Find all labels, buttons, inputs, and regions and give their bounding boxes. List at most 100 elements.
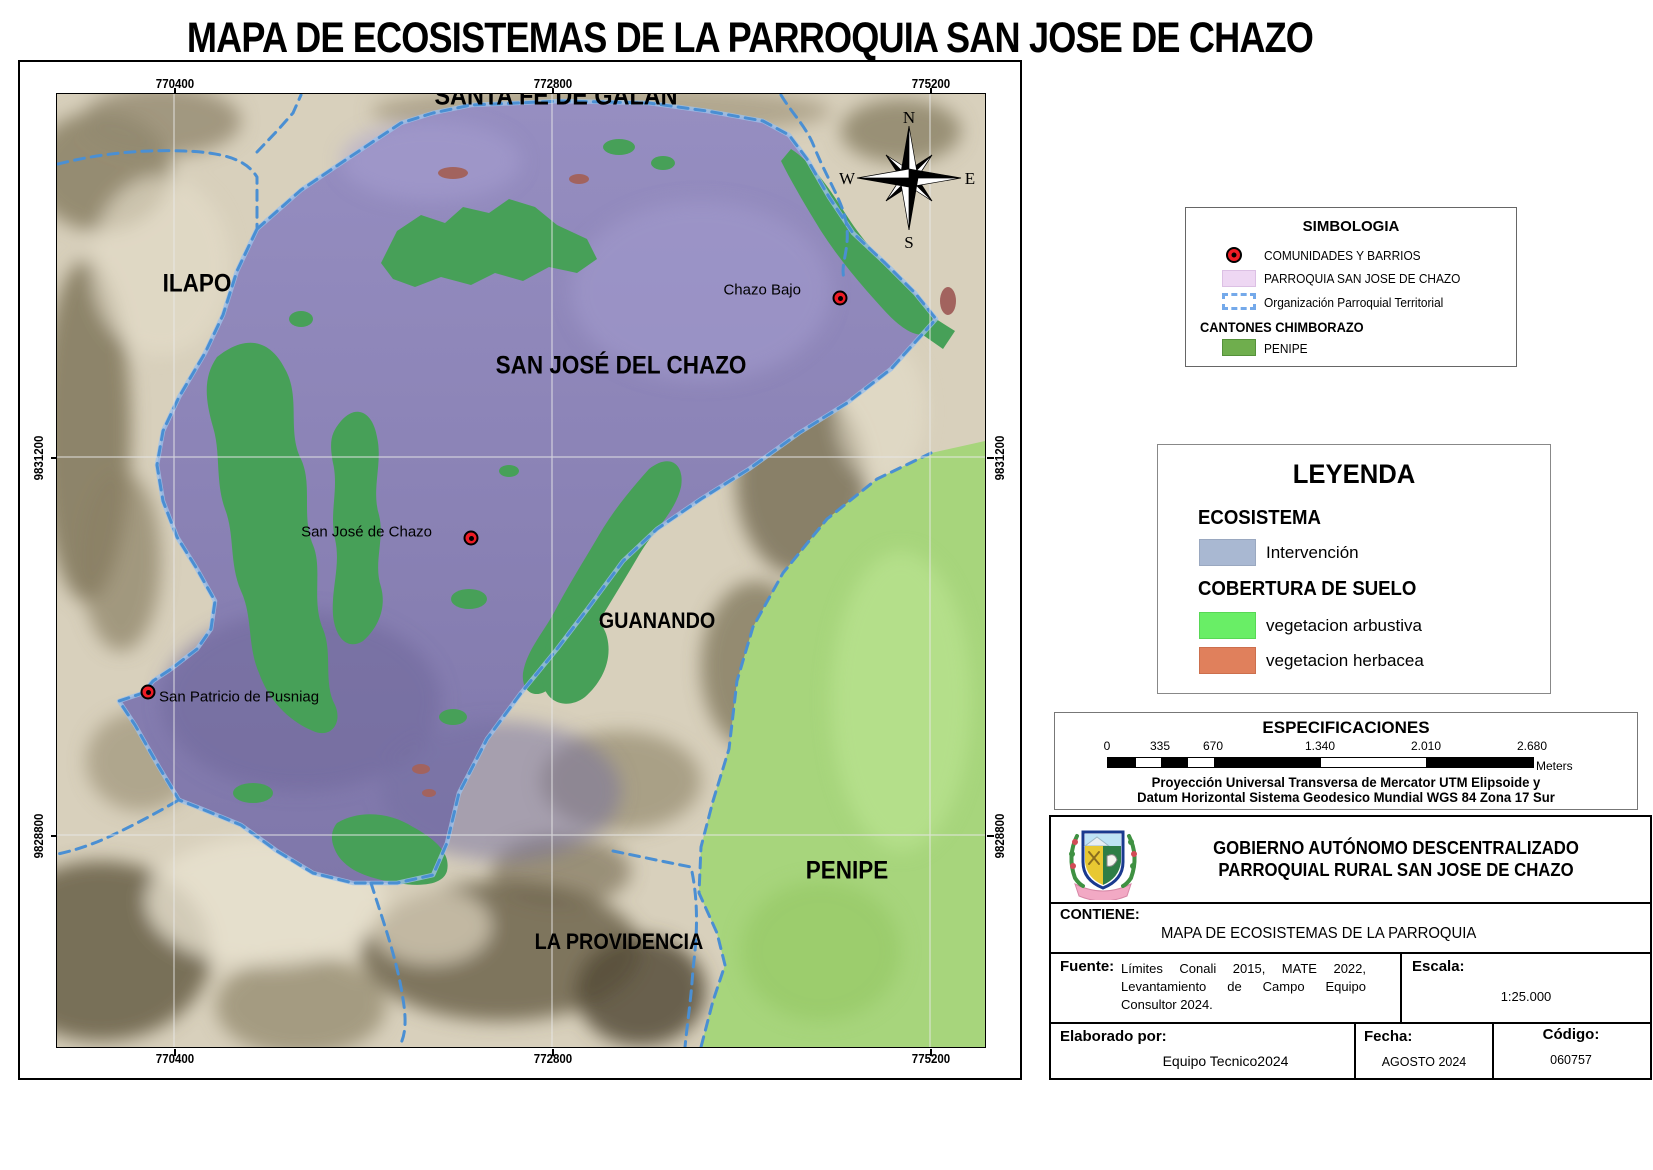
grid-tick [174,88,176,95]
scale-tick-label: 2.680 [1516,739,1548,753]
compass-n: N [903,108,915,127]
projection-line1: Proyección Universal Transversa de Merca… [1151,775,1541,790]
grid-tick [51,835,58,837]
divider [1051,1022,1650,1024]
x-coord-label: 770400 [155,1052,195,1066]
x-coord-label: 772800 [533,1052,573,1066]
cantones-heading: CANTONES CHIMBORAZO [1200,320,1364,335]
simbologia-item-label: Organización Parroquial Territorial [1264,296,1444,310]
map-canvas: N E S W SANTA FE DE GALÁN ILAPO SAN JOSÉ… [56,93,986,1048]
simbologia-item-label: PARROQUIA SAN JOSE DE CHAZO [1264,272,1461,286]
leyenda-panel: LEYENDA ECOSISTEMA Intervención COBERTUR… [1157,444,1551,694]
scale-tick-label: 0 [1103,739,1111,753]
region-label-san-jose: SAN JOSÉ DEL CHAZO [495,351,747,380]
region-label-penipe: PENIPE [805,856,889,885]
boundary-lines [57,94,939,1047]
fuente-value: Límites Conali 2015, MATE 2022, Levantam… [1121,961,1366,1012]
penipe-swatch-icon [1222,339,1256,356]
place-label-san-jose-de-chazo: San José de Chazo [301,523,432,541]
simbologia-panel: SIMBOLOGIA COMUNIDADES Y BARRIOS PARROQU… [1185,207,1517,367]
info-box: GOBIERNO AUTÓNOMO DESCENTRALIZADO PARROQ… [1049,815,1652,1080]
compass-e: E [965,169,975,188]
divider [1051,902,1650,904]
simbologia-item-label: COMUNIDADES Y BARRIOS [1264,249,1421,263]
grid-tick [987,835,994,837]
elaborado-label: Elaborado por: [1060,1028,1167,1045]
contiene-label: CONTIENE: [1060,907,1140,923]
grid-tick [552,88,554,95]
herbacea-swatch-icon [1199,647,1256,674]
intervencion-swatch-icon [1199,539,1256,566]
grid-tick [174,1049,176,1056]
leyenda-title: LEYENDA [1292,459,1416,489]
x-coord-label: 770400 [155,77,195,91]
parroquia-swatch-icon [1222,270,1256,287]
compass-s: S [904,233,913,252]
projection-line2: Datum Horizontal Sistema Geodesico Mundi… [1137,790,1555,805]
x-coord-label: 772800 [533,77,573,91]
hillshade [57,94,961,1047]
codigo-label: Código: [1542,1026,1600,1043]
place-label-san-patricio: San Patricio de Pusniag [159,688,320,706]
herbacea-label: vegetacion herbacea [1266,651,1424,670]
region-label-santa-fe: SANTA FE DE GALÁN [434,93,678,111]
divider [1492,1022,1494,1078]
grid-tick [51,457,58,459]
elaborado-value: Equipo Tecnico2024 [1162,1053,1289,1069]
scale-bar [1107,757,1534,768]
codigo-value: 060757 [1550,1053,1592,1067]
place-marker-san-patricio [140,684,156,700]
parish-shading [161,121,831,861]
divider [1354,1022,1356,1078]
region-label-la-providencia: LA PROVIDENCIA [534,929,704,954]
arbustiva-label: vegetacion arbustiva [1266,616,1422,635]
y-coord-label: 9828800 [993,813,1007,859]
place-marker-chazo-bajo [832,290,848,306]
fecha-label: Fecha: [1364,1028,1413,1045]
escala-value: 1:25.000 [1500,989,1552,1004]
organizacion-swatch-icon [1222,293,1256,310]
org-name: GOBIERNO AUTÓNOMO DESCENTRALIZADO PARROQ… [1168,837,1624,881]
cobertura-heading: COBERTURA DE SUELO [1198,578,1417,600]
grid-tick [987,457,994,459]
region-label-guanando: GUANANDO [598,608,716,633]
scale-tick-label: 2.010 [1410,739,1442,753]
intervencion-label: Intervención [1266,543,1359,562]
map-art: N E S W [57,94,985,1047]
org-name-line2: PARROQUIAL RURAL SAN JOSE DE CHAZO [1218,860,1574,880]
especificaciones-panel: ESPECIFICACIONES 0 335 670 1.340 2.010 2… [1054,712,1638,810]
place-label-chazo-bajo: Chazo Bajo [723,281,801,299]
contiene-value: MAPA DE ECOSISTEMAS DE LA PARROQUIA [1161,925,1477,942]
simbologia-title: SIMBOLOGIA [1302,218,1400,235]
divider [1400,952,1402,1022]
parish-crest-logo [1069,830,1137,900]
simbologia-item-label: PENIPE [1264,342,1308,356]
grid-tick [930,1049,932,1056]
communities-marker-icon [1226,247,1242,263]
compass-rose-icon: N E S W [839,108,975,252]
y-coord-label: 9831200 [993,435,1007,481]
scale-tick-label: 1.340 [1304,739,1336,753]
region-label-ilapo: ILAPO [162,269,232,298]
y-coord-label: 9828800 [32,813,46,859]
scale-tick-label: 670 [1202,739,1224,753]
divider [1051,952,1650,954]
graticule [57,94,985,1047]
scale-unit-label: Meters [1536,759,1573,773]
grid-tick [552,1049,554,1056]
herbacea-patches [412,167,956,797]
fecha-value: AGOSTO 2024 [1381,1055,1467,1069]
vegetation-patches [206,139,955,885]
org-name-line1: GOBIERNO AUTÓNOMO DESCENTRALIZADO [1213,838,1579,858]
place-marker-san-jose-de-chazo [463,530,479,546]
arbustiva-swatch-icon [1199,612,1256,639]
escala-label: Escala: [1412,958,1465,975]
especificaciones-title: ESPECIFICACIONES [1262,718,1430,737]
grid-tick [930,88,932,95]
compass-w: W [839,169,856,188]
fuente-label: Fuente: [1060,958,1115,975]
scale-tick-label: 335 [1149,739,1171,753]
x-coord-label: 775200 [911,77,951,91]
y-coord-label: 9831200 [32,435,46,481]
